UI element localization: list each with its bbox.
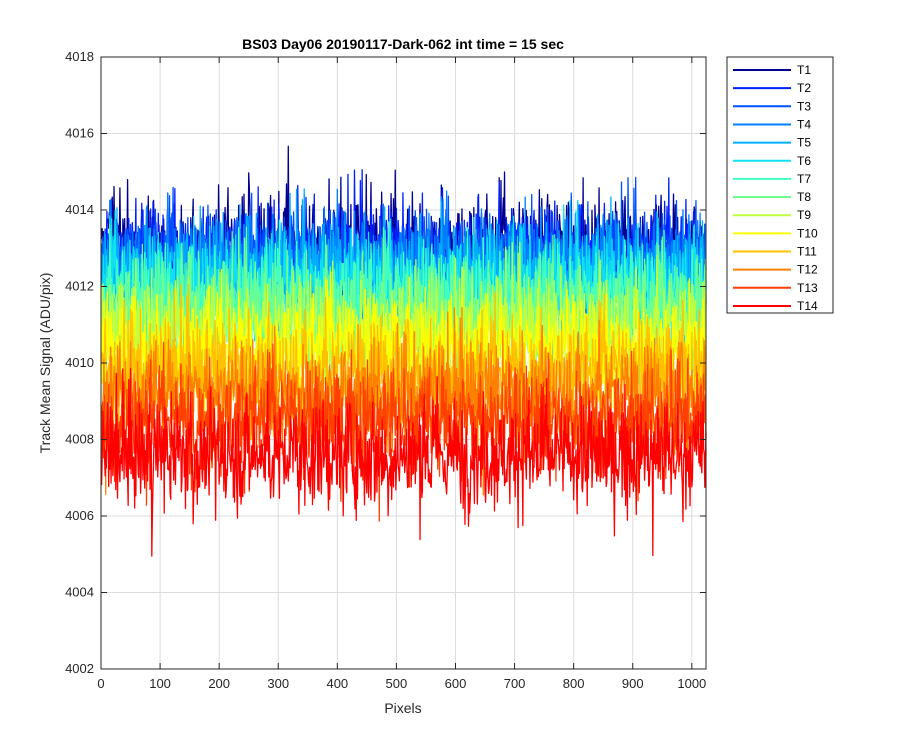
x-tick-label: 100 bbox=[149, 676, 171, 691]
legend-label: T2 bbox=[797, 81, 811, 95]
series-layer bbox=[100, 145, 707, 557]
legend-label: T14 bbox=[797, 299, 818, 313]
x-tick-label: 900 bbox=[622, 676, 644, 691]
x-tick-label: 500 bbox=[386, 676, 408, 691]
y-tick-label: 4018 bbox=[65, 49, 94, 64]
legend-label: T12 bbox=[797, 263, 818, 277]
legend-label: T1 bbox=[797, 63, 811, 77]
legend-label: T11 bbox=[797, 245, 817, 259]
x-tick-label: 200 bbox=[208, 676, 230, 691]
x-tick-label: 800 bbox=[563, 676, 585, 691]
y-tick-label: 4006 bbox=[65, 508, 94, 523]
legend-label: T5 bbox=[797, 136, 811, 150]
x-tick-label: 700 bbox=[504, 676, 526, 691]
legend-label: T8 bbox=[797, 190, 811, 204]
y-tick-label: 4004 bbox=[65, 585, 94, 600]
x-tick-label: 400 bbox=[326, 676, 348, 691]
x-tick-label: 0 bbox=[97, 676, 104, 691]
legend-label: T10 bbox=[797, 226, 818, 240]
y-axis-title: Track Mean Signal (ADU/pix) bbox=[37, 273, 53, 454]
legend: T1 T2 T3 T4 T5 T6 T7 T8 T9 T10 T11 T12 T13 T14 bbox=[726, 56, 834, 314]
legend-label: T9 bbox=[797, 208, 811, 222]
x-tick-label: 300 bbox=[267, 676, 289, 691]
legend-label: T6 bbox=[797, 154, 811, 168]
series-line-t14 bbox=[100, 368, 707, 557]
y-tick-label: 4012 bbox=[65, 279, 94, 294]
legend-label: T13 bbox=[797, 281, 818, 295]
series-line-t7 bbox=[100, 219, 707, 400]
chart-title: BS03 Day06 20190117-Dark-062 int time = … bbox=[242, 36, 564, 52]
y-tick-label: 4002 bbox=[65, 661, 94, 676]
ticks: 0 100 200 300 400 500 600 700 800 900 1000 4002 4004… bbox=[65, 49, 706, 691]
legend-label: T4 bbox=[797, 117, 811, 131]
y-tick-label: 4010 bbox=[65, 355, 94, 370]
y-tick-label: 4014 bbox=[65, 202, 94, 217]
y-tick-label: 4008 bbox=[65, 432, 94, 447]
legend-label: T3 bbox=[797, 99, 811, 113]
legend-label: T7 bbox=[797, 172, 811, 186]
y-tick-label: 4016 bbox=[65, 126, 94, 141]
x-axis-title: Pixels bbox=[384, 700, 421, 716]
x-tick-label: 600 bbox=[445, 676, 467, 691]
x-tick-label: 1000 bbox=[677, 676, 706, 691]
